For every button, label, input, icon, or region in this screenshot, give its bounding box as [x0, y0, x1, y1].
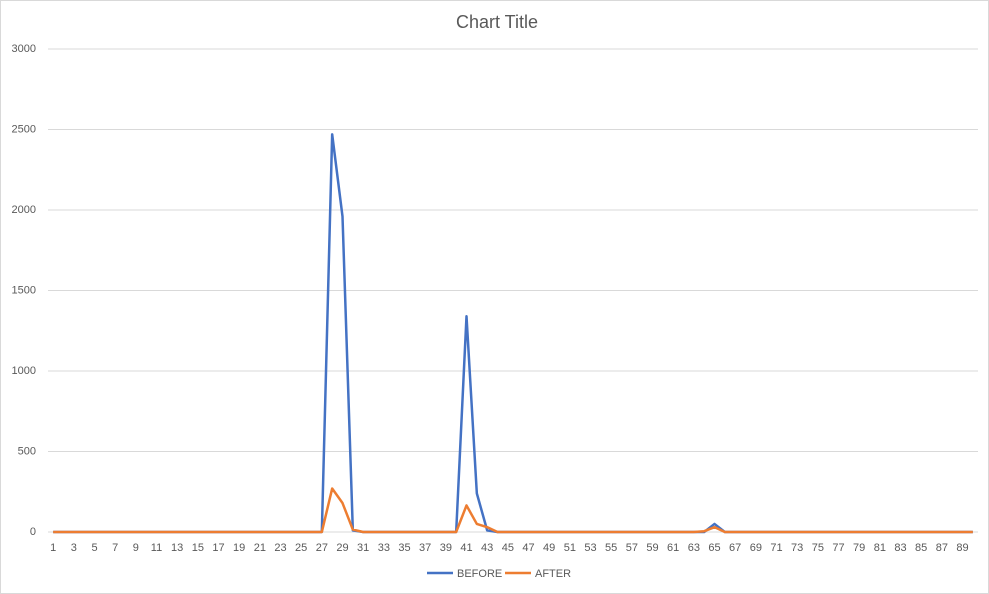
x-tick-label: 67 — [729, 542, 741, 554]
x-tick-label: 35 — [398, 542, 410, 554]
x-tick-label: 87 — [936, 542, 948, 554]
y-tick-label: 2000 — [12, 204, 36, 216]
x-tick-label: 63 — [688, 542, 700, 554]
x-tick-label: 53 — [584, 542, 596, 554]
x-tick-label: 49 — [543, 542, 555, 554]
x-tick-label: 3 — [71, 542, 77, 554]
x-tick-label: 21 — [254, 542, 266, 554]
x-tick-label: 9 — [133, 542, 139, 554]
x-tick-label: 83 — [894, 542, 906, 554]
x-tick-label: 71 — [770, 542, 782, 554]
legend-label: BEFORE — [457, 568, 502, 580]
x-tick-label: 45 — [502, 542, 514, 554]
x-tick-label: 37 — [419, 542, 431, 554]
x-tick-label: 59 — [646, 542, 658, 554]
x-tick-label: 39 — [440, 542, 452, 554]
y-tick-label: 1000 — [12, 365, 36, 377]
x-tick-label: 11 — [151, 542, 162, 554]
x-tick-label: 19 — [233, 542, 245, 554]
x-tick-label: 1 — [50, 542, 56, 554]
x-tick-label: 69 — [750, 542, 762, 554]
x-tick-label: 77 — [832, 542, 844, 554]
y-tick-label: 2500 — [12, 123, 36, 135]
x-tick-label: 51 — [564, 542, 576, 554]
x-tick-label: 23 — [274, 542, 286, 554]
x-tick-label: 55 — [605, 542, 617, 554]
y-tick-label: 500 — [18, 445, 36, 457]
x-tick-label: 5 — [91, 542, 97, 554]
x-tick-label: 33 — [378, 542, 390, 554]
x-tick-label: 85 — [915, 542, 927, 554]
x-tick-label: 13 — [171, 542, 183, 554]
x-tick-label: 17 — [212, 542, 224, 554]
x-tick-label: 65 — [708, 542, 720, 554]
x-tick-label: 61 — [667, 542, 679, 554]
x-tick-label: 75 — [812, 542, 824, 554]
x-tick-label: 81 — [874, 542, 886, 554]
y-tick-label: 0 — [30, 526, 36, 538]
x-tick-label: 73 — [791, 542, 803, 554]
x-tick-label: 15 — [192, 542, 204, 554]
series-line — [53, 487, 973, 534]
x-tick-label: 29 — [336, 542, 348, 554]
x-tick-label: 57 — [626, 542, 638, 554]
x-tick-label: 89 — [956, 542, 968, 554]
chart-title: Chart Title — [456, 12, 538, 32]
x-tick-label: 25 — [295, 542, 307, 554]
x-tick-label: 41 — [460, 542, 472, 554]
y-tick-label: 3000 — [12, 43, 36, 55]
x-tick-label: 7 — [112, 542, 118, 554]
x-tick-label: 27 — [316, 542, 328, 554]
legend-label: AFTER — [535, 568, 571, 580]
x-tick-label: 31 — [357, 542, 369, 554]
x-tick-label: 79 — [853, 542, 865, 554]
y-tick-label: 1500 — [12, 284, 36, 296]
x-tick-label: 43 — [481, 542, 493, 554]
x-tick-label: 47 — [522, 542, 534, 554]
